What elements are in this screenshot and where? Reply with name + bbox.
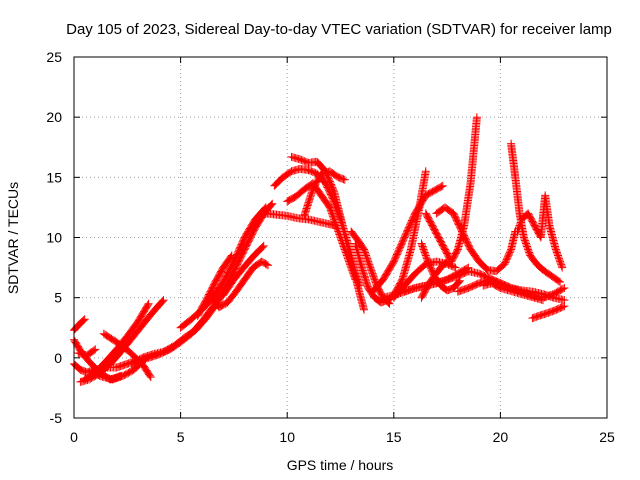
series-arc8 xyxy=(74,345,100,360)
x-tick-label: 20 xyxy=(493,429,509,445)
chart-title: Day 105 of 2023, Sidereal Day-to-day VTE… xyxy=(66,21,612,38)
data-points xyxy=(261,209,341,230)
series-arc30 xyxy=(507,139,565,286)
series-arc26 xyxy=(432,203,520,276)
data-points xyxy=(479,279,547,305)
data-points xyxy=(432,203,520,276)
y-tick-label: 20 xyxy=(46,109,62,125)
x-axis-title: GPS time / hours xyxy=(287,457,394,473)
data-points xyxy=(528,302,569,323)
series-arc32 xyxy=(528,302,569,323)
series-arc31 xyxy=(513,191,567,272)
x-tick-label: 0 xyxy=(70,429,78,445)
series-arc33 xyxy=(479,279,547,305)
data-points xyxy=(219,241,268,300)
y-axis-title: SDTVAR / TECUs xyxy=(5,182,21,294)
data-points xyxy=(208,257,272,312)
y-tick-label: -5 xyxy=(50,410,63,426)
data-points xyxy=(507,139,565,286)
x-tick-label: 10 xyxy=(279,429,295,445)
y-tick-label: 0 xyxy=(54,350,62,366)
y-tick-label: 5 xyxy=(54,290,62,306)
data-points xyxy=(74,345,100,360)
series-arc21 xyxy=(368,181,447,296)
data-points xyxy=(193,251,236,320)
y-tick-label: 15 xyxy=(46,169,62,185)
series-arc12 xyxy=(208,257,272,312)
y-tick-label: 25 xyxy=(46,49,62,65)
tick-labels: 0 5 10 15 20 25 -5 0 5 10 15 20 25 xyxy=(46,49,615,445)
series-arc11 xyxy=(193,251,236,320)
y-tick-label: 10 xyxy=(46,230,62,246)
data-layer xyxy=(70,113,569,386)
x-tick-label: 15 xyxy=(386,429,402,445)
data-points xyxy=(300,167,349,220)
x-tick-label: 25 xyxy=(599,429,615,445)
series-arc13 xyxy=(219,241,268,300)
x-tick-label: 5 xyxy=(177,429,185,445)
series-arc14 xyxy=(261,209,341,230)
series-arc18 xyxy=(300,167,349,220)
ticks xyxy=(73,56,608,419)
data-points xyxy=(513,191,567,272)
data-points xyxy=(368,181,447,296)
